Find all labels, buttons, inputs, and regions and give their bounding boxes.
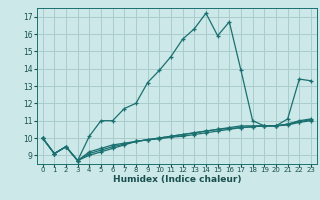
X-axis label: Humidex (Indice chaleur): Humidex (Indice chaleur) [113, 175, 241, 184]
